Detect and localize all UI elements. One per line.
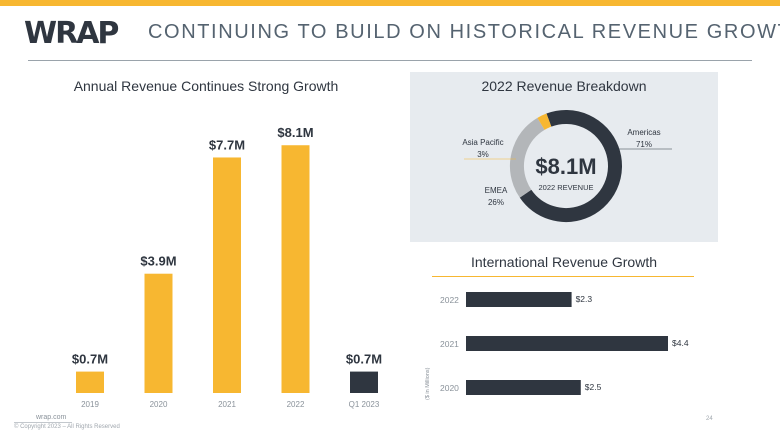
hbar-2022 (466, 292, 572, 307)
header-divider (28, 60, 752, 61)
bar-value-label: $3.9M (140, 254, 176, 269)
bar-value-label: $7.7M (209, 137, 245, 152)
y-tick-label: 2020 (440, 383, 459, 393)
page-number: 24 (706, 416, 713, 422)
y-tick-label: 2022 (440, 295, 459, 305)
x-tick-label: 2019 (81, 400, 99, 409)
hbar-2021 (466, 336, 668, 351)
y-tick-label: 2021 (440, 339, 459, 349)
x-tick-label: Q1 2023 (349, 400, 380, 409)
x-tick-label: 2020 (150, 400, 168, 409)
donut-center-value: $8.1M (535, 154, 596, 179)
slice-percent-americas: 71% (636, 140, 652, 149)
revenue-breakdown-title: 2022 Revenue Breakdown (481, 78, 647, 94)
bar-2020 (144, 273, 173, 393)
donut-slice-emea (510, 110, 622, 222)
hbar-value-label: $2.5 (585, 382, 602, 392)
top-accent-stripe (0, 0, 780, 6)
bar-2022 (281, 145, 310, 393)
page-title: CONTINUING TO BUILD ON HISTORICAL REVENU… (148, 21, 780, 43)
slice-percent-asia-pacific: 3% (477, 150, 489, 159)
international-growth-title: International Revenue Growth (471, 254, 657, 270)
bar-value-label: $8.1M (277, 125, 313, 140)
slice-name-americas: Americas (627, 128, 660, 137)
slice-name-emea: EMEA (485, 186, 508, 195)
revenue-breakdown-donut-chart: $8.1M 2022 REVENUE Americas 71% Asia Pacific… (462, 110, 672, 222)
footer-divider (14, 422, 72, 423)
y-axis-label: ($ in Millions) (425, 367, 431, 400)
annual-revenue-chart-title: Annual Revenue Continues Strong Growth (73, 78, 339, 94)
x-tick-label: 2022 (287, 400, 305, 409)
donut-center-label: 2022 REVENUE (538, 183, 593, 192)
bar-2021 (213, 157, 241, 393)
slice-percent-emea: 26% (488, 198, 504, 207)
bar-q1-2023 (350, 371, 378, 393)
footer-website: wrap.com (36, 414, 67, 421)
hbar-2020 (466, 380, 581, 395)
hbar-value-label: $2.3 (576, 294, 593, 304)
bar-value-label: $0.7M (346, 352, 382, 367)
slice-name-asia-pacific: Asia Pacific (462, 138, 503, 147)
hbar-value-label: $4.4 (672, 338, 689, 348)
bar-2019 (76, 371, 104, 393)
wrap-logo: WRAP (24, 16, 119, 51)
international-growth-bar-chart: 2022 $2.3 2021 $4.4 2020 $2.5 ($ in Millions) (425, 292, 689, 400)
x-tick-label: 2021 (218, 400, 236, 409)
footer-copyright: © Copyright 2023 – All Rights Reserved (14, 424, 120, 430)
annual-revenue-bar-chart: $0.7M 2019 $3.9M 2020 $7.7M 2021 $8.1M 2022 $0.7… (72, 125, 382, 409)
bar-value-label: $0.7M (72, 352, 108, 367)
international-growth-title-rule (432, 276, 694, 277)
